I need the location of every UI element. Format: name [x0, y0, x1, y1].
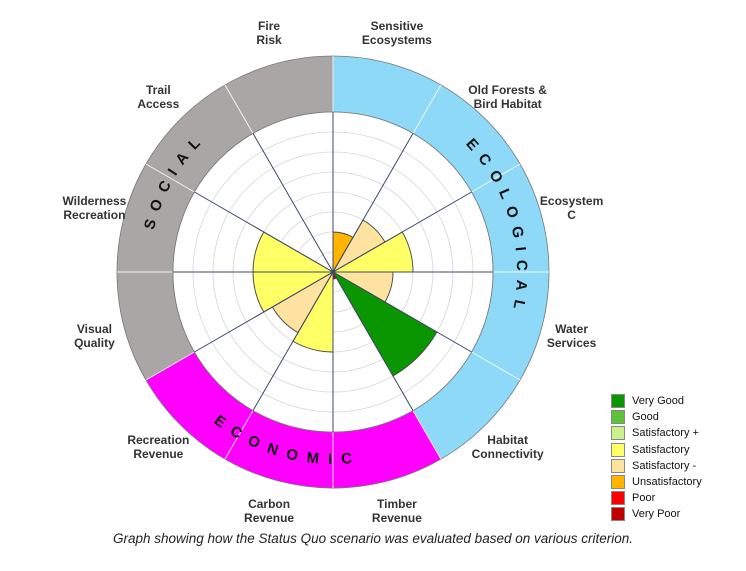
spoke: [332, 133, 414, 273]
spoke: [252, 133, 334, 273]
band-divider: [145, 351, 195, 381]
legend-label: Very Good: [632, 395, 684, 408]
legend-label: Satisfactory: [632, 443, 690, 456]
legend-swatch: [611, 426, 625, 441]
legend-label: Satisfactory +: [632, 427, 699, 440]
legend-swatch: [611, 410, 625, 425]
criterion-label-oldforests: Old Forests & Bird Habitat: [468, 83, 547, 112]
legend-swatch: [611, 491, 625, 506]
legend-label: Good: [632, 411, 659, 424]
legend-item: Satisfactory +: [611, 425, 741, 441]
band-divider: [471, 163, 521, 193]
criterion-label-ecosystemc: Ecosystem C: [539, 194, 604, 223]
band-divider: [471, 351, 521, 381]
legend-item: Unsatisfactory: [611, 474, 741, 490]
legend-swatch: [611, 475, 625, 490]
spoke: [332, 271, 472, 353]
band-divider: [224, 84, 254, 134]
legend-item: Good: [611, 409, 741, 425]
legend-swatch: [611, 394, 625, 409]
criterion-label-water: Water Services: [546, 321, 597, 350]
legend-swatch: [611, 507, 625, 522]
spoke: [194, 191, 334, 273]
criterion-label-carbon: Carbon Revenue: [244, 496, 295, 525]
legend-swatch: [611, 442, 625, 457]
chart-caption: Graph showing how the Status Quo scenari…: [112, 531, 634, 546]
legend-item: Satisfactory: [611, 442, 741, 458]
legend-label: Very Poor: [632, 508, 681, 521]
band-divider: [224, 410, 254, 460]
spoke: [252, 271, 334, 411]
criterion-label-sensitive: Sensitive Ecosystems: [361, 19, 432, 48]
wedge-layer: [252, 219, 438, 377]
criterion-label-wilderness: Wilderness Recreation: [62, 194, 127, 223]
legend-item: Satisfactory -: [611, 458, 741, 474]
criterion-label-recreation: Recreation Revenue: [127, 432, 190, 461]
legend-label: Unsatisfactory: [632, 476, 702, 489]
criterion-label-fire: Fire Risk: [256, 19, 282, 48]
legend-swatch: [611, 458, 625, 473]
criterion-label-timber: Timber Revenue: [371, 496, 422, 525]
legend-label: Satisfactory -: [632, 459, 697, 472]
spoke: [194, 271, 334, 353]
legend-item: Poor: [611, 490, 741, 506]
criterion-label-visual: Visual Quality: [74, 321, 115, 350]
band-divider: [412, 410, 442, 460]
legend-item: Very Good: [611, 393, 741, 409]
spoke-layer: [173, 112, 493, 432]
legend: Very Good Good Satisfactory + Satisfactory S…: [611, 393, 741, 523]
legend-label: Poor: [632, 492, 656, 505]
criterion-label-habitat: Habitat Connectivity: [471, 432, 544, 461]
criterion-label-trail: Trail Access: [137, 83, 180, 112]
spoke: [332, 191, 472, 273]
band-divider: [145, 163, 195, 193]
band-divider: [412, 84, 442, 134]
spoke: [332, 271, 414, 411]
legend-item: Very Poor: [611, 506, 741, 522]
